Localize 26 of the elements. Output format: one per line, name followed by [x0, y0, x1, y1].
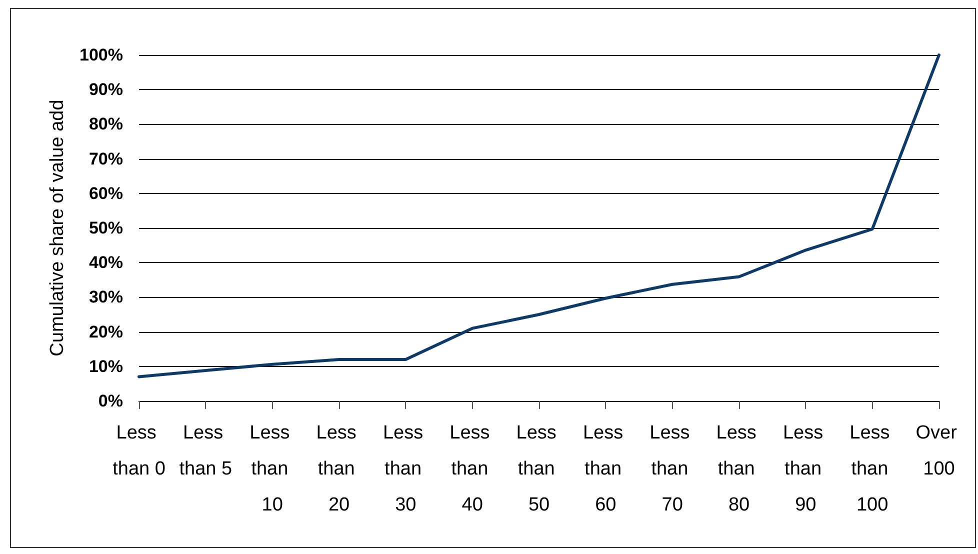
y-tick-label: 60% [88, 184, 123, 203]
y-tick-label: 40% [88, 253, 123, 272]
y-tick-label: 30% [88, 288, 123, 307]
x-tick-label: Less than 90 [782, 422, 828, 516]
x-tick-label: Less than 20 [316, 422, 362, 516]
x-tick-label: Less than 5 [179, 422, 232, 480]
x-tick-label: Less than 50 [516, 422, 562, 516]
x-tick-label: Less than 0 [112, 422, 166, 480]
x-tick-label: Over 100 [916, 422, 962, 480]
y-tick-label: 10% [88, 356, 123, 376]
y-tick-label: 80% [88, 114, 123, 134]
x-tick-label: Less than 100 [850, 422, 896, 516]
y-axis-title: Cumulative share of value add [47, 100, 68, 356]
y-tick-label: 70% [88, 149, 123, 168]
x-tick-label: Less than 30 [382, 422, 428, 516]
y-tick-label: 20% [88, 322, 123, 342]
y-tick-label: 0% [98, 392, 123, 410]
x-tick-label: Less than 60 [582, 422, 628, 516]
y-tick-label: 90% [88, 80, 123, 100]
x-tick-label: Less than 80 [716, 422, 762, 516]
y-tick-label: 100% [80, 46, 123, 64]
line-series [138, 54, 940, 378]
y-tick-label: 50% [88, 218, 123, 238]
x-tick-label: Less than 70 [650, 422, 696, 516]
x-tick-label: Less than 40 [450, 422, 496, 516]
x-tick-label: Less than 10 [250, 422, 296, 516]
